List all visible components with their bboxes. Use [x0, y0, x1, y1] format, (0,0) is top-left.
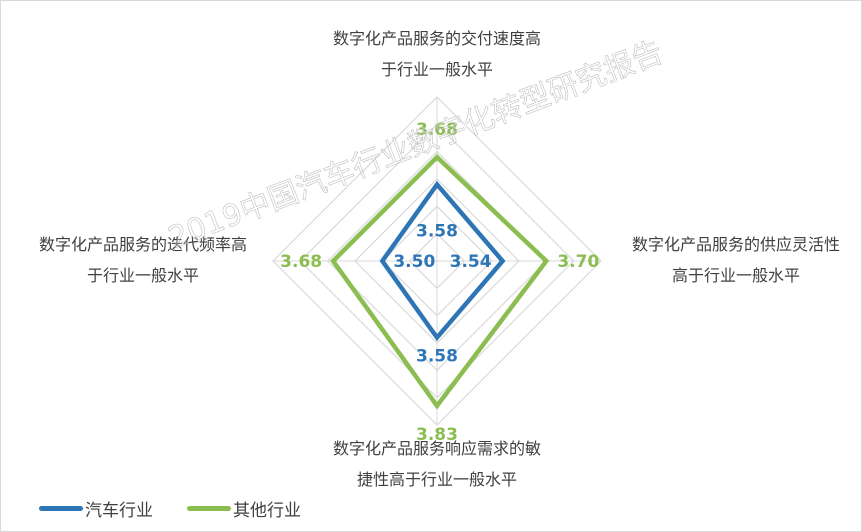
axis-label-bottom: 数字化产品服务响应需求的敏 捷性高于行业一般水平: [287, 433, 587, 495]
axis-label-line: 数字化产品服务的供应灵活性: [631, 235, 840, 254]
data-label: 3.68: [280, 252, 322, 272]
data-point: [435, 182, 439, 186]
axis-label-line: 于行业一般水平: [380, 60, 493, 79]
series-line-1: [330, 153, 550, 410]
data-label: 3.54: [450, 252, 492, 272]
data-point: [544, 259, 548, 263]
data-label: 3.50: [393, 252, 435, 272]
data-label: 3.58: [416, 221, 458, 241]
axis-label-line: 数字化产品服务响应需求的敏: [332, 439, 541, 458]
axis-label-right: 数字化产品服务的供应灵活性 高于行业一般水平: [601, 229, 861, 291]
axis-label-left: 数字化产品服务的迭代频率高 于行业一般水平: [3, 229, 283, 291]
legend-swatch: [187, 506, 231, 511]
data-point: [380, 259, 384, 263]
axis-label-line: 数字化产品服务的迭代频率高: [38, 235, 247, 254]
legend-label: 其他行业: [233, 501, 301, 521]
legend-swatch: [39, 506, 83, 511]
legend-item: 其他行业: [187, 496, 301, 521]
axis-label-top: 数字化产品服务的交付速度高 于行业一般水平: [287, 23, 587, 85]
axis-label-line: 高于行业一般水平: [671, 266, 800, 285]
legend: 汽车行业 其他行业: [39, 496, 335, 521]
data-label: 3.58: [416, 347, 458, 367]
axis-label-line: 数字化产品服务的交付速度高: [332, 29, 541, 48]
data-point: [331, 259, 335, 263]
data-label: 3.70: [557, 252, 599, 272]
legend-item: 汽车行业: [39, 496, 153, 521]
data-point: [435, 155, 439, 159]
data-label: 3.83: [416, 425, 458, 445]
legend-label: 汽车行业: [85, 501, 153, 521]
data-point: [501, 259, 505, 263]
data-point: [435, 404, 439, 408]
axis-label-line: 于行业一般水平: [86, 266, 199, 285]
data-point: [435, 336, 439, 340]
data-label: 3.68: [416, 120, 458, 140]
axis-label-line: 捷性高于行业一般水平: [356, 470, 517, 489]
